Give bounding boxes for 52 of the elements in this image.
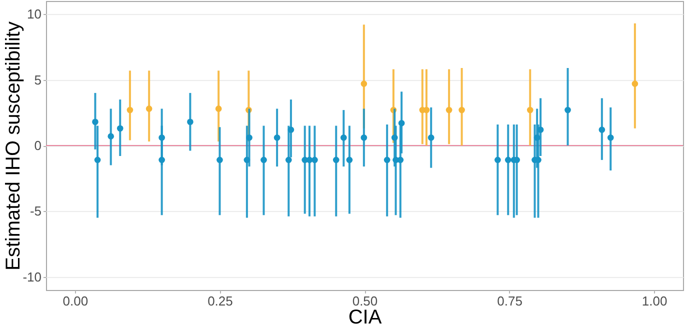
point bbox=[260, 156, 267, 164]
point bbox=[423, 106, 430, 114]
point bbox=[391, 134, 398, 141]
point bbox=[187, 118, 194, 126]
x-tick-label: 0.00 bbox=[62, 294, 88, 308]
point bbox=[274, 134, 280, 141]
point bbox=[346, 156, 353, 164]
point bbox=[215, 106, 222, 112]
y-tick-label: -5 bbox=[30, 204, 42, 219]
x-axis-title: CIA bbox=[348, 306, 382, 325]
point bbox=[564, 106, 571, 114]
point bbox=[126, 106, 134, 114]
y-axis-title: Estimated IHO susceptibility bbox=[2, 22, 24, 270]
point bbox=[244, 156, 250, 164]
point bbox=[360, 134, 368, 141]
point bbox=[632, 80, 638, 87]
x-tick-label: 0.50 bbox=[352, 294, 378, 308]
point bbox=[598, 126, 606, 133]
point bbox=[504, 156, 512, 164]
point bbox=[446, 106, 452, 114]
point bbox=[534, 134, 540, 141]
y-tick-label: 10 bbox=[27, 6, 42, 22]
point bbox=[384, 156, 390, 164]
y-tick-label: -10 bbox=[22, 269, 42, 284]
point bbox=[494, 156, 501, 164]
point bbox=[288, 126, 294, 133]
point bbox=[360, 80, 368, 87]
point bbox=[92, 118, 98, 126]
point bbox=[607, 134, 614, 141]
point bbox=[108, 133, 114, 140]
point bbox=[332, 156, 340, 164]
point bbox=[158, 156, 165, 164]
point bbox=[312, 156, 318, 164]
point bbox=[458, 106, 465, 114]
point bbox=[428, 134, 434, 141]
point bbox=[397, 156, 404, 164]
point bbox=[94, 156, 101, 164]
y-tick-label: 0 bbox=[34, 138, 42, 153]
point bbox=[146, 106, 152, 112]
point bbox=[537, 126, 544, 133]
y-tick-label: 5 bbox=[34, 72, 42, 88]
point bbox=[246, 134, 252, 141]
point bbox=[398, 120, 405, 126]
point bbox=[116, 125, 124, 132]
point bbox=[285, 156, 292, 164]
point bbox=[340, 134, 347, 141]
point bbox=[216, 156, 223, 164]
x-tick-label: 1.00 bbox=[642, 294, 668, 308]
x-tick-label: 0.25 bbox=[208, 294, 233, 308]
point bbox=[526, 106, 534, 114]
x-tick-label: 0.75 bbox=[497, 294, 522, 308]
point bbox=[158, 134, 165, 141]
